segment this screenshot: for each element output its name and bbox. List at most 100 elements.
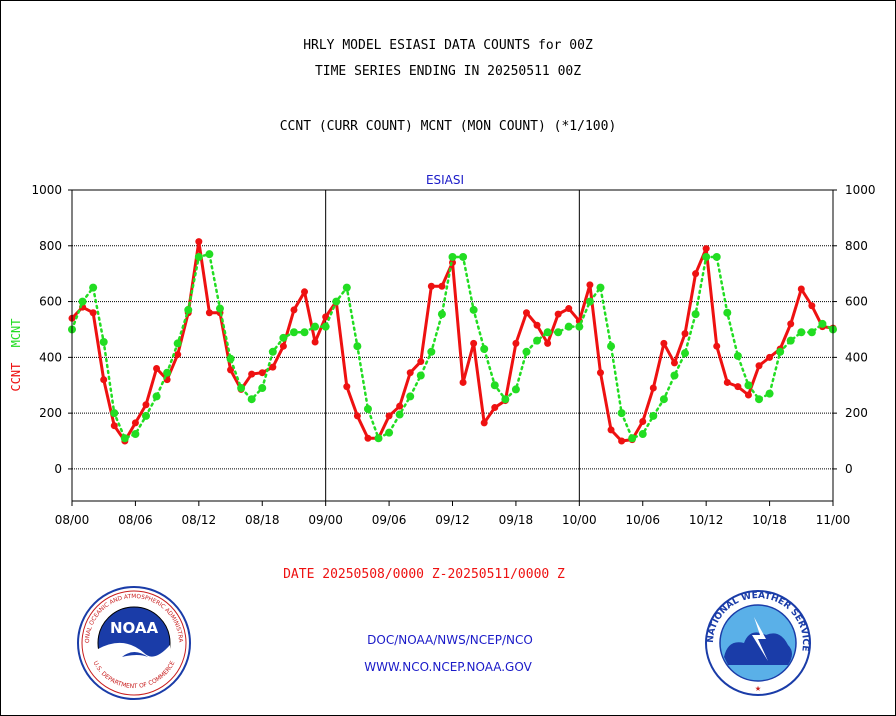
data-point-ccnt <box>808 302 816 310</box>
data-point-mcnt <box>511 385 520 394</box>
data-point-ccnt <box>227 366 235 374</box>
data-point-mcnt <box>607 342 616 351</box>
footer-url[interactable]: WWW.NCO.NCEP.NOAA.GOV <box>364 660 532 674</box>
data-point-mcnt <box>173 339 182 348</box>
data-point-mcnt <box>670 371 679 380</box>
data-point-mcnt <box>712 252 721 261</box>
data-point-ccnt <box>755 362 763 370</box>
data-point-ccnt <box>100 376 108 384</box>
data-point-ccnt <box>681 330 689 338</box>
data-point-ccnt <box>258 369 266 377</box>
y-tick-label-right: 400 <box>845 350 868 364</box>
y-tick-label-left: 400 <box>39 350 62 364</box>
data-point-mcnt <box>279 333 288 342</box>
nws-star-icon: ★ <box>755 683 761 694</box>
x-tick-label: 08/12 <box>182 513 217 527</box>
data-point-ccnt <box>533 321 541 329</box>
data-point-mcnt <box>194 252 203 261</box>
data-point-ccnt <box>470 339 478 347</box>
data-point-ccnt <box>544 339 552 347</box>
data-point-ccnt <box>797 285 805 293</box>
data-point-ccnt <box>364 434 372 442</box>
data-point-mcnt <box>226 354 235 363</box>
data-point-mcnt <box>596 283 605 292</box>
x-tick-label: 09/06 <box>372 513 407 527</box>
data-point-mcnt <box>374 434 383 443</box>
data-point-mcnt <box>268 347 277 356</box>
x-tick-label: 10/06 <box>625 513 660 527</box>
data-point-mcnt <box>406 392 415 401</box>
data-point-mcnt <box>332 297 341 306</box>
x-tick-label: 09/18 <box>499 513 534 527</box>
y-tick-label-right: 200 <box>845 406 868 420</box>
data-point-mcnt <box>321 322 330 331</box>
data-point-mcnt <box>427 347 436 356</box>
y-tick-label-right: 800 <box>845 239 868 253</box>
data-point-ccnt <box>322 313 330 321</box>
x-axis-label: DATE 20250508/0000 Z-20250511/0000 Z <box>283 567 565 582</box>
data-point-ccnt <box>702 245 710 253</box>
y-tick-label-right: 600 <box>845 295 868 309</box>
data-point-ccnt <box>713 342 721 350</box>
noaa-logo-text: NOAA <box>110 619 159 637</box>
data-point-mcnt <box>818 319 827 328</box>
data-point-mcnt <box>163 368 172 377</box>
y-label-ccnt: CCNT <box>9 363 23 392</box>
y-tick-label-left: 600 <box>39 295 62 309</box>
data-point-mcnt <box>638 430 647 439</box>
data-point-mcnt <box>459 252 468 261</box>
data-point-ccnt <box>596 369 604 377</box>
data-point-mcnt <box>807 328 816 337</box>
series-layer <box>68 238 837 445</box>
data-point-mcnt <box>258 384 267 393</box>
data-point-mcnt <box>311 322 320 331</box>
data-point-mcnt <box>702 252 711 261</box>
data-point-ccnt <box>491 404 499 412</box>
x-tick-label: 10/12 <box>689 513 724 527</box>
x-tick-label: 08/00 <box>55 513 90 527</box>
data-point-mcnt <box>554 328 563 337</box>
data-point-mcnt <box>300 328 309 337</box>
footer-org: DOC/NOAA/NWS/NCEP/NCO <box>367 633 533 647</box>
data-point-mcnt <box>110 409 119 418</box>
data-point-ccnt <box>607 426 615 434</box>
data-point-mcnt <box>501 395 510 404</box>
data-point-ccnt <box>406 369 414 377</box>
data-point-ccnt <box>554 310 562 318</box>
data-point-mcnt <box>353 342 362 351</box>
x-tick-label: 11/00 <box>816 513 851 527</box>
data-point-mcnt <box>184 305 193 314</box>
data-point-mcnt <box>448 252 457 261</box>
data-point-ccnt <box>459 378 467 386</box>
data-point-ccnt <box>290 306 298 314</box>
y-tick-label-left: 200 <box>39 406 62 420</box>
data-point-ccnt <box>649 384 657 392</box>
data-point-mcnt <box>78 297 87 306</box>
data-point-mcnt <box>733 351 742 360</box>
data-point-mcnt <box>469 305 478 314</box>
chart-title-line2: TIME SERIES ENDING IN 20250511 00Z <box>314 64 582 79</box>
data-point-mcnt <box>385 428 394 437</box>
axes: 0 0 200 200 400 400 600 600 800 800 1000 1000 08/00 0… <box>31 183 875 527</box>
chart-subtitle: CCNT (CURR COUNT) MCNT (MON COUNT) (*1/1… <box>279 119 617 134</box>
data-point-mcnt <box>681 349 690 358</box>
data-point-mcnt <box>617 409 626 418</box>
x-tick-label: 09/12 <box>435 513 470 527</box>
y-tick-label-left: 0 <box>54 462 62 476</box>
data-point-mcnt <box>205 250 214 259</box>
data-point-mcnt <box>691 310 700 319</box>
y-tick-label-right: 0 <box>845 462 853 476</box>
data-point-mcnt <box>575 322 584 331</box>
data-point-ccnt <box>174 351 182 359</box>
data-point-ccnt <box>692 270 700 278</box>
data-point-mcnt <box>776 347 785 356</box>
x-tick-label: 09/00 <box>308 513 343 527</box>
y-tick-label-left: 800 <box>39 239 62 253</box>
data-point-mcnt <box>480 344 489 353</box>
data-point-mcnt <box>395 410 404 419</box>
data-point-mcnt <box>765 389 774 398</box>
data-point-ccnt <box>438 282 446 290</box>
data-point-ccnt <box>205 309 213 317</box>
data-point-ccnt <box>142 401 150 409</box>
data-point-ccnt <box>279 342 287 350</box>
